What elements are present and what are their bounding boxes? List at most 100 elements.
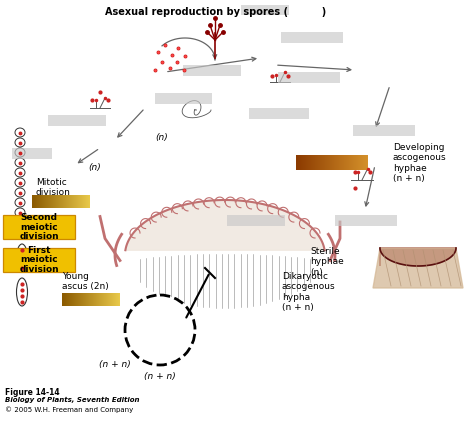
Text: © 2005 W.H. Freeman and Company: © 2005 W.H. Freeman and Company [5,406,133,413]
Text: Developing
ascogenous
hyphae
(n + n): Developing ascogenous hyphae (n + n) [393,143,447,183]
Bar [227,215,285,226]
Bar [87,195,88,208]
Bar [35,195,36,208]
Bar [356,155,357,170]
Bar [84,293,85,306]
Bar [360,155,361,170]
Bar [325,155,326,170]
Bar [310,155,311,170]
Bar [115,293,116,306]
Bar [93,293,94,306]
Bar [88,293,89,306]
Text: Sterile
hyphae
(n): Sterile hyphae (n) [310,247,344,277]
Bar [300,155,301,170]
Bar [102,293,103,306]
Ellipse shape [15,128,25,137]
Bar [106,293,107,306]
Bar [68,293,69,306]
Bar [52,195,53,208]
Bar [112,293,113,306]
Bar [99,293,100,306]
Bar [82,195,83,208]
Bar [77,293,78,306]
Bar [67,293,68,306]
Bar [32,195,33,208]
Polygon shape [380,248,456,266]
Bar [322,155,323,170]
Bar [62,293,63,306]
Bar [80,195,81,208]
Bar [44,195,45,208]
Bar [361,155,362,170]
Bar [98,293,99,306]
Bar [348,155,349,170]
Text: Asexual reproduction by spores (          ): Asexual reproduction by spores ( ) [105,7,326,17]
Bar [355,155,356,170]
Bar [86,195,87,208]
Bar [58,195,59,208]
Bar [86,293,87,306]
Bar [75,195,76,208]
Text: (n + n): (n + n) [99,360,131,369]
Bar [109,293,110,306]
Bar [57,195,58,208]
Bar [66,195,67,208]
Bar [311,155,312,170]
Bar [69,195,70,208]
Bar [347,155,348,170]
Bar [51,195,52,208]
Bar [346,155,347,170]
Bar [367,155,368,170]
Bar [353,155,354,170]
Bar [54,195,55,208]
Bar [306,155,307,170]
Ellipse shape [17,244,27,272]
Bar [96,293,97,306]
Bar [75,293,76,306]
Bar [72,293,73,306]
Bar [73,293,74,306]
Bar [84,195,85,208]
Bar [40,195,41,208]
Bar [63,195,64,208]
Bar [67,195,68,208]
Bar [59,195,60,208]
Bar [335,155,336,170]
Bar [79,293,80,306]
Bar [350,155,351,170]
Bar [363,155,364,170]
Bar [307,155,308,170]
Bar [89,195,90,208]
Text: Mitotic
division: Mitotic division [36,178,71,197]
Bar [111,293,112,306]
Bar [364,155,365,170]
Bar [309,155,310,170]
Bar [336,155,337,170]
Bar [104,293,105,306]
Text: Biology of Plants, Seventh Edition: Biology of Plants, Seventh Edition [5,397,139,403]
Text: (n + n): (n + n) [144,372,176,381]
Bar [45,195,46,208]
Bar [37,195,38,208]
Bar [326,155,327,170]
Text: (n): (n) [155,133,168,142]
Bar [91,293,92,306]
Bar [119,293,120,306]
Bar [61,195,62,208]
Bar [337,155,338,170]
Bar [49,195,50,208]
Bar [319,155,320,170]
Bar [87,293,88,306]
Bar [308,155,309,170]
Text: Dikaryotic
ascogenous
hypha
(n + n): Dikaryotic ascogenous hypha (n + n) [282,272,336,312]
Bar [354,155,355,170]
Bar [328,155,329,170]
Bar [74,195,75,208]
Bar [66,293,67,306]
Bar [341,155,342,170]
Ellipse shape [15,148,25,157]
Bar [305,155,306,170]
Ellipse shape [15,198,25,207]
Bar [100,293,101,306]
Bar [281,32,343,43]
